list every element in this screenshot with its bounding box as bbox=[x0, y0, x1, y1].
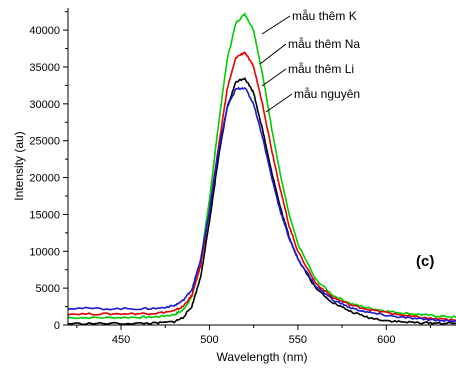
annotation-leader-line bbox=[265, 93, 293, 113]
series-annotations: mẫu thêm K mẫu thêm Na mẫu thêm Li mẫu nguy… bbox=[288, 8, 360, 101]
y-tick-label: 0 bbox=[54, 320, 60, 332]
annotation-leader-line bbox=[259, 43, 287, 65]
y-tick-label: 20000 bbox=[29, 173, 60, 185]
annotation-leader-line bbox=[261, 15, 291, 35]
x-tick-label: 550 bbox=[289, 334, 307, 346]
panel-label: (c) bbox=[416, 253, 434, 270]
series-line bbox=[68, 51, 456, 322]
series-annotation-label: mẫu thêm Na bbox=[288, 36, 360, 51]
y-tick-label: 25000 bbox=[29, 136, 60, 148]
y-tick-label: 30000 bbox=[29, 99, 60, 111]
y-tick-label: 5000 bbox=[36, 283, 60, 295]
series-line bbox=[68, 86, 456, 323]
y-tick-label: 15000 bbox=[29, 209, 60, 221]
y-ticks: 0 5000 10000 15000 20000 25000 30000 35000 40000 bbox=[29, 11, 68, 332]
y-tick-label: 35000 bbox=[29, 62, 60, 74]
series-lines bbox=[68, 11, 456, 325]
annotation-leaders bbox=[259, 15, 293, 113]
x-tick-label: 450 bbox=[112, 334, 130, 346]
y-axis-title: Intensity (au) bbox=[12, 131, 26, 200]
series-annotation-label: mẫu nguyên bbox=[294, 86, 360, 101]
series-annotation-label: mẫu thêm Li bbox=[288, 61, 354, 76]
x-ticks: 450 500 550 600 bbox=[76, 325, 431, 346]
x-tick-label: 500 bbox=[200, 334, 218, 346]
series-annotation-label: mẫu thêm K bbox=[292, 8, 357, 23]
axes bbox=[67, 8, 456, 326]
annotation-leader-line bbox=[261, 68, 287, 87]
series-line bbox=[68, 77, 456, 325]
x-tick-label: 600 bbox=[377, 334, 395, 346]
x-axis-title: Wavelength (nm) bbox=[217, 350, 308, 364]
y-tick-label: 10000 bbox=[29, 246, 60, 258]
y-tick-label: 40000 bbox=[29, 25, 60, 37]
series-line bbox=[68, 11, 456, 320]
